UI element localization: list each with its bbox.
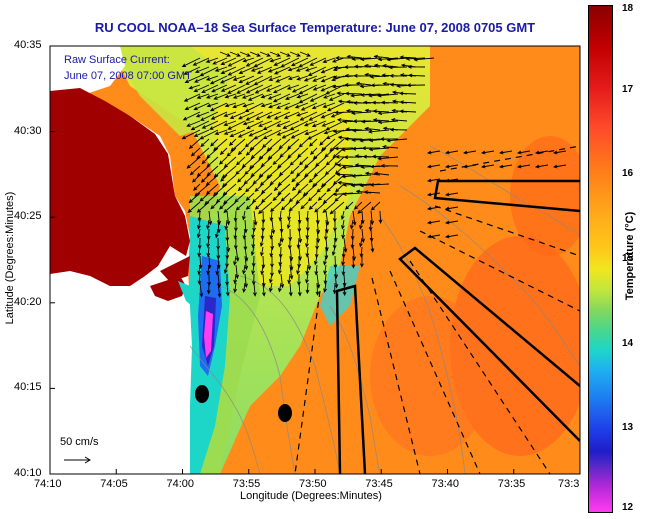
y-tick-label: 40:35 xyxy=(14,39,42,51)
y-tick-label: 40:30 xyxy=(14,124,42,137)
x-tick-label: 73:35 xyxy=(497,478,526,490)
x-tick-label: 73:55 xyxy=(232,478,261,490)
x-tick-label: 73:3 xyxy=(558,478,580,490)
colorbar-tick-label: 16 xyxy=(622,168,634,180)
y-tick-label: 40:10 xyxy=(14,467,42,479)
sample-station-1 xyxy=(195,385,209,403)
x-tick-label: 73:50 xyxy=(299,478,327,490)
colorbar-tick-label: 18 xyxy=(622,3,634,14)
x-tick-label: 74:00 xyxy=(166,478,195,490)
sst-map xyxy=(50,46,580,474)
y-tick-label: 40:25 xyxy=(14,210,42,223)
scale-label: 50 cm/s xyxy=(60,436,99,448)
x-tick-label: 74:10 xyxy=(34,478,62,490)
colorbar-tick-label: 17 xyxy=(622,83,634,95)
colorbar-tick-label: 14 xyxy=(622,337,634,349)
legend-current-label: Raw Surface Current: xyxy=(64,54,170,66)
legend-current-time: June 07, 2008 07:00 GMT xyxy=(64,70,192,82)
sample-station-2 xyxy=(278,404,292,422)
y-tick-label: 40:20 xyxy=(14,295,42,308)
colorbar-tick-label: 13 xyxy=(622,422,634,434)
colorbar-title: Temperature (°C) xyxy=(624,211,636,301)
x-tick-label: 73:45 xyxy=(365,478,393,490)
temperature-colorbar xyxy=(588,5,613,513)
colorbar-tick-label: 12 xyxy=(622,502,634,513)
x-tick-label: 73:40 xyxy=(431,478,460,490)
y-axis-label: Latitude (Degrees:Minutes) xyxy=(4,191,16,325)
x-tick-label: 74:05 xyxy=(100,478,128,490)
y-tick-label: 40:15 xyxy=(14,381,42,394)
colorbar-tick-label: 15 xyxy=(622,253,634,264)
map-title: RU COOL NOAA–18 Sea Surface Temperature:… xyxy=(94,20,536,35)
x-axis-label: Longitude (Degrees:Minutes) xyxy=(240,490,382,502)
sst-field xyxy=(50,46,580,474)
